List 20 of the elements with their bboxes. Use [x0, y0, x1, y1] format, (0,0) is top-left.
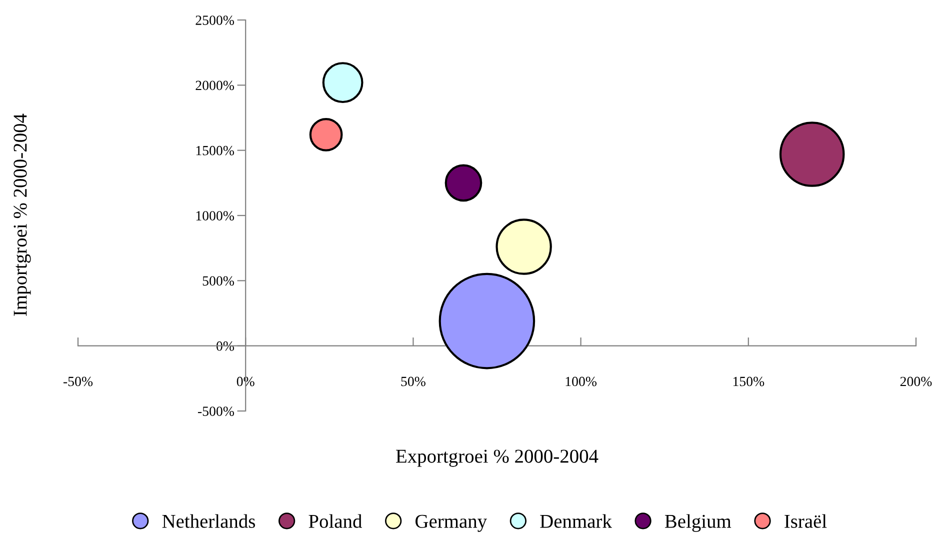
x-tick-label: 50% [401, 376, 426, 386]
x-tick-label: 150% [733, 376, 764, 386]
y-axis-title: Importgroei % 2000-2004 [14, 114, 31, 316]
legend-label: Netherlands [162, 514, 255, 528]
legend-label: Germany [416, 514, 487, 532]
y-tick-label: 1000% [196, 211, 234, 220]
x-tick-label: 200% [900, 376, 932, 386]
x-tick-label: -50% [63, 376, 93, 386]
x-tick-label: 100% [566, 376, 597, 386]
y-tick-label: -500% [198, 406, 234, 416]
y-tick-label: 2500% [196, 16, 234, 25]
x-axis-title: Exportgroei % 2000-2004 [396, 450, 598, 467]
legend-label: Denmark [540, 514, 612, 528]
legend-label: Belgium [664, 514, 732, 532]
x-tick-label: 0% [236, 376, 254, 386]
y-tick-label: 1500% [196, 146, 234, 156]
y-tick-label: 500% [202, 276, 234, 286]
legend-label: Israël [784, 514, 827, 528]
legend-label: Poland [308, 514, 362, 528]
y-tick-label: 2000% [196, 80, 234, 90]
